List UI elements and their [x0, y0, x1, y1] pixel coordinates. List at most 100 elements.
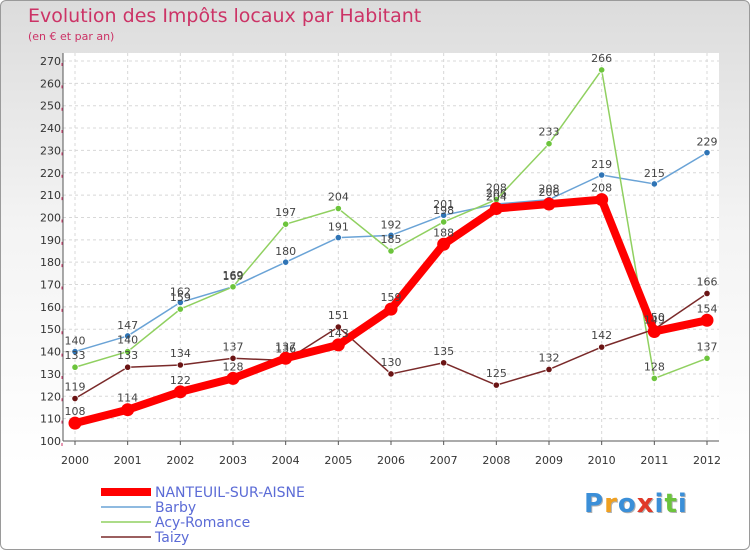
data-label-nanteuil-sur-aisne: 208: [591, 182, 612, 195]
data-label-taizy: 135: [433, 345, 454, 358]
logo-letter: r: [604, 489, 618, 519]
y-tick-label: 270: [40, 55, 61, 68]
x-tick-label: 2007: [430, 454, 458, 467]
data-label-acy-romance: 133: [65, 349, 86, 362]
y-tick-label: 170: [40, 279, 61, 292]
legend-swatch-acy-romance: [101, 521, 151, 523]
point-acy-romance: [124, 347, 132, 356]
y-tick-label: 230: [40, 144, 61, 157]
y-tick-label: 240: [40, 122, 61, 135]
data-label-nanteuil-sur-aisne: 154: [697, 302, 718, 315]
x-tick-label: 2005: [324, 454, 352, 467]
point-acy-romance: [598, 66, 606, 74]
y-tick-label: 180: [40, 256, 61, 269]
point-nanteuil-sur-aisne: [279, 351, 293, 365]
point-acy-romance: [176, 305, 184, 313]
data-label-barby: 208: [539, 183, 560, 196]
point-nanteuil-sur-aisne: [331, 338, 345, 352]
y-tick-label: 220: [40, 167, 61, 180]
legend-label-nanteuil: NANTEUIL-SUR-AISNE: [155, 484, 305, 501]
data-label-barby: 192: [381, 218, 402, 231]
data-label-taizy: 136: [275, 343, 296, 356]
legend-item-taizy: Taizy: [101, 529, 305, 546]
point-barby: [282, 258, 290, 266]
point-taizy: [124, 363, 132, 371]
point-nanteuil-sur-aisne: [542, 197, 556, 211]
data-label-barby: 229: [697, 136, 718, 149]
point-taizy: [440, 359, 448, 367]
logo-letter: o: [617, 489, 637, 519]
legend-item-acy-romance: Acy-Romance: [101, 515, 305, 531]
point-acy-romance: [71, 363, 79, 371]
data-label-nanteuil-sur-aisne: 137: [275, 340, 296, 353]
data-label-acy-romance: 159: [170, 291, 191, 304]
point-taizy: [71, 394, 79, 403]
legend-swatch-barby: [101, 506, 151, 508]
data-label-barby: 201: [433, 198, 454, 211]
y-tick-label: 140: [40, 346, 61, 359]
data-label-nanteuil-sur-aisne: 108: [65, 405, 86, 418]
x-tick-label: 2008: [482, 454, 510, 467]
data-label-barby: 162: [170, 285, 191, 298]
data-label-nanteuil-sur-aisne: 159: [381, 291, 402, 304]
point-nanteuil-sur-aisne: [121, 403, 135, 417]
y-tick-label: 100: [40, 435, 61, 448]
y-tick-label: 190: [40, 234, 61, 247]
proxiti-logo: Proxiti: [584, 489, 688, 519]
point-nanteuil-sur-aisne: [489, 202, 503, 216]
point-taizy: [545, 365, 553, 374]
data-label-taizy: 151: [328, 309, 349, 322]
logo-letter: i: [654, 489, 665, 519]
y-tick-label: 130: [40, 368, 61, 381]
data-label-barby: 180: [275, 245, 296, 258]
data-label-nanteuil-sur-aisne: 122: [170, 374, 191, 387]
y-tick-label: 210: [40, 189, 61, 202]
data-label-barby: 140: [65, 335, 86, 348]
point-barby: [124, 332, 132, 340]
point-barby: [387, 231, 395, 239]
data-label-taizy: 133: [117, 349, 138, 362]
x-tick-label: 2010: [588, 454, 616, 467]
y-tick-label: 110: [40, 413, 61, 426]
point-nanteuil-sur-aisne: [700, 313, 714, 327]
point-acy-romance: [387, 247, 395, 255]
point-barby: [650, 180, 658, 188]
point-acy-romance: [334, 204, 342, 213]
point-nanteuil-sur-aisne: [226, 371, 240, 385]
x-tick-label: 2000: [61, 454, 89, 467]
y-tick-label: 150: [40, 323, 61, 336]
x-tick-label: 2011: [640, 454, 668, 467]
point-barby: [703, 149, 711, 157]
data-label-taizy: 125: [486, 367, 507, 380]
legend-label-taizy: Taizy: [155, 529, 190, 546]
data-label-barby: 147: [117, 319, 138, 332]
data-label-acy-romance: 198: [433, 204, 454, 217]
x-tick-label: 2002: [166, 454, 194, 467]
data-label-acy-romance: 266: [591, 52, 612, 65]
point-nanteuil-sur-aisne: [384, 302, 398, 316]
y-tick-label: 200: [40, 211, 61, 224]
data-label-acy-romance: 233: [539, 126, 560, 139]
point-taizy: [229, 354, 237, 362]
data-label-nanteuil-sur-aisne: 204: [486, 191, 507, 204]
data-label-barby: 215: [644, 167, 665, 180]
logo-letter: P: [584, 489, 605, 519]
logo-letter: x: [636, 489, 655, 519]
point-taizy: [387, 370, 395, 378]
x-tick-label: 2006: [377, 454, 405, 467]
data-label-acy-romance: 208: [486, 182, 507, 195]
point-nanteuil-sur-aisne: [68, 416, 82, 430]
data-label-taizy: 130: [381, 356, 402, 369]
data-label-taizy: 142: [591, 329, 612, 342]
y-tick-label: 260: [40, 77, 61, 90]
x-tick-label: 2003: [219, 454, 247, 467]
data-label-taizy: 119: [65, 381, 86, 394]
legend: NANTEUIL-SUR-AISNE Barby Acy-Romance Tai…: [101, 484, 305, 546]
data-label-acy-romance: 140: [117, 334, 138, 347]
point-taizy: [703, 289, 711, 298]
chart-title: Evolution des Impôts locaux par Habitant: [28, 5, 422, 27]
data-label-barby: 191: [328, 221, 349, 234]
point-taizy: [492, 381, 500, 389]
